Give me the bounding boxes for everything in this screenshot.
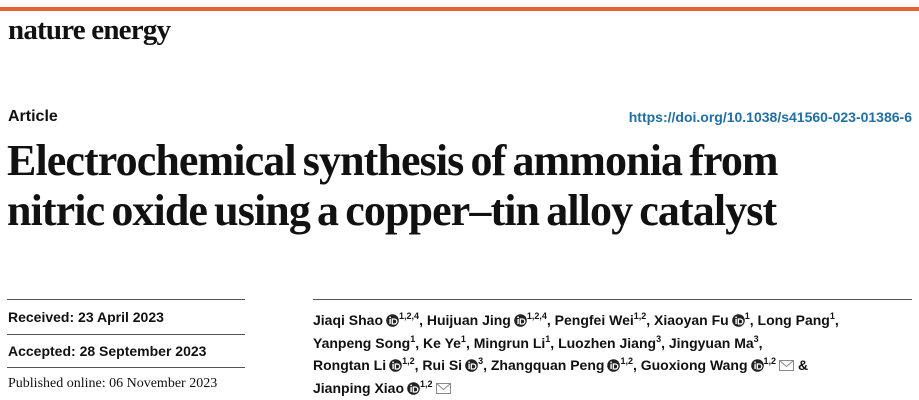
divider	[7, 367, 245, 368]
doi-link[interactable]: https://doi.org/10.1038/s41560-023-01386…	[628, 109, 912, 125]
author-name[interactable]: Pengfei Wei	[554, 312, 634, 328]
author-line: Jianping Xiao 1,2	[313, 377, 839, 400]
separator: ,	[632, 357, 637, 373]
conjunction: &	[797, 357, 809, 373]
separator: ,	[661, 334, 665, 351]
orcid-icon[interactable]	[607, 359, 621, 372]
affiliation: 1	[460, 333, 466, 344]
affiliation: 1,2	[420, 378, 433, 389]
author-name[interactable]: Long Pang	[757, 312, 830, 328]
separator: ,	[758, 334, 763, 351]
author-name[interactable]: Xiaoyan Fu	[654, 312, 729, 328]
article-type: Article	[8, 108, 58, 125]
author-name[interactable]: Jiaqi Shao	[313, 312, 384, 328]
author-line: Rongtan Li 1,2, Rui Si 3, Zhangquan Peng 1,…	[313, 354, 839, 377]
email-icon[interactable]	[435, 382, 451, 395]
title-line: Electrochemical synthesis of ammonia fro…	[7, 136, 779, 185]
affiliation: 1,2	[402, 356, 415, 366]
author-name[interactable]: Jingyuan Ma	[668, 334, 754, 351]
author-name[interactable]: Guoxiong Wang	[640, 357, 748, 373]
affiliation: 3	[656, 333, 662, 344]
affiliation: 1	[410, 333, 416, 344]
author-name[interactable]: Rongtan Li	[313, 357, 387, 373]
orcid-icon[interactable]	[386, 314, 399, 327]
orcid-icon[interactable]	[750, 359, 764, 372]
affiliation: 1,2	[620, 356, 633, 366]
author-name[interactable]: Rui Si	[422, 357, 463, 373]
orcid-icon[interactable]	[731, 314, 745, 327]
author-line: Jiaqi Shao 1,2,4, Huijuan Jing 1,2,4, Peng…	[313, 309, 839, 332]
affiliation: 3	[753, 333, 759, 344]
orcid-icon[interactable]	[465, 359, 478, 372]
author-name[interactable]: Zhangquan Peng	[490, 357, 605, 373]
separator: ,	[834, 312, 839, 328]
title-line: nitric oxide using a copper–tin alloy ca…	[7, 186, 777, 235]
affiliation: 1	[829, 311, 835, 321]
affiliation: 1,2	[763, 356, 777, 366]
author-name[interactable]: Jianping Xiao	[313, 379, 405, 396]
divider	[7, 334, 245, 335]
affiliation: 1	[744, 311, 750, 321]
separator: ,	[646, 312, 651, 328]
author-list: Jiaqi Shao 1,2,4, Huijuan Jing 1,2,4, Peng…	[313, 309, 839, 399]
email-icon[interactable]	[779, 359, 795, 372]
affiliation: 1,2,4	[399, 311, 420, 321]
affiliation: 1,2,4	[526, 311, 547, 321]
article-title: Electrochemical synthesis of ammonia fro…	[7, 136, 779, 236]
journal-logo[interactable]: nature energy	[8, 14, 171, 46]
accepted-date: Accepted: 28 September 2023	[8, 343, 207, 359]
author-name[interactable]: Luozhen Jiang	[558, 334, 657, 351]
affiliation: 1,2	[633, 311, 647, 321]
received-date: Received: 23 April 2023	[8, 309, 164, 325]
divider	[313, 299, 912, 300]
orcid-icon[interactable]	[514, 314, 527, 327]
separator: ,	[415, 334, 420, 351]
author-line: Yanpeng Song1, Ke Ye1, Mingrun Li1, Luoz…	[313, 332, 839, 355]
author-name[interactable]: Mingrun Li	[473, 334, 546, 351]
separator: ,	[550, 334, 555, 351]
published-date: Published online: 06 November 2023	[8, 376, 218, 391]
separator: ,	[546, 312, 551, 328]
author-name[interactable]: Yanpeng Song	[313, 334, 411, 351]
divider	[7, 299, 245, 300]
separator: ,	[465, 334, 470, 351]
separator: ,	[419, 312, 423, 328]
author-name[interactable]: Huijuan Jing	[426, 312, 511, 328]
separator: ,	[483, 357, 487, 373]
affiliation: 1	[545, 333, 551, 344]
orcid-icon[interactable]	[407, 381, 420, 395]
top-bar	[0, 7, 919, 11]
author-name[interactable]: Ke Ye	[423, 334, 461, 351]
separator: ,	[414, 357, 419, 373]
affiliation: 3	[478, 356, 484, 366]
separator: ,	[749, 312, 754, 328]
orcid-icon[interactable]	[389, 359, 402, 372]
